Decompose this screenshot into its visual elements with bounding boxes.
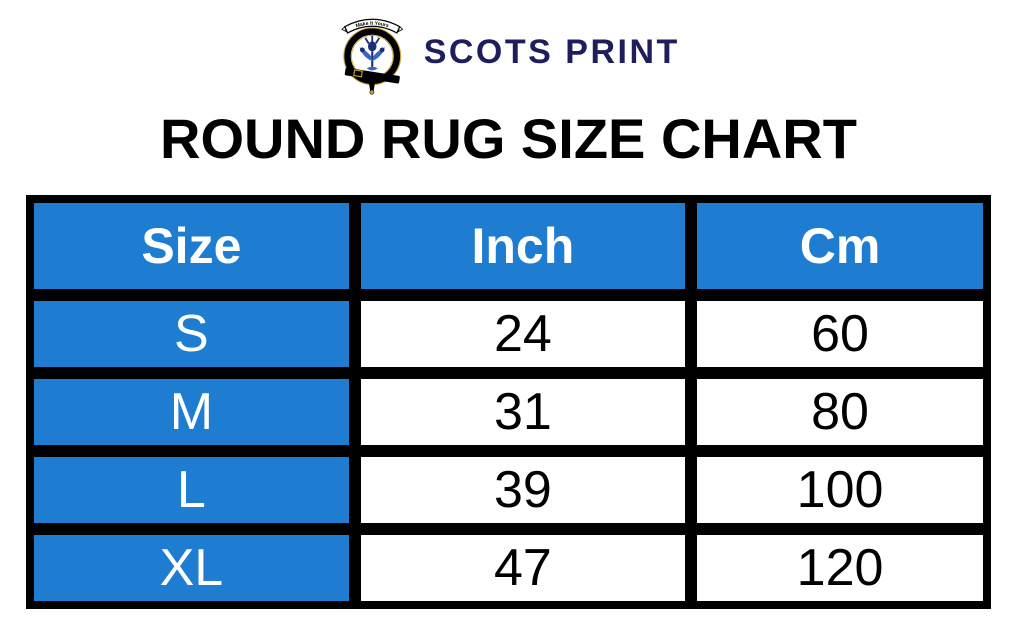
table-row-l: L 39 100 bbox=[28, 450, 989, 529]
column-header-size: Size bbox=[28, 196, 355, 295]
table-row-xl: XL 47 120 bbox=[28, 528, 989, 607]
column-header-cm: Cm bbox=[691, 196, 989, 295]
inch-value-cell: 39 bbox=[354, 450, 692, 529]
cm-value-cell: 120 bbox=[691, 528, 989, 607]
table-row-m: M 31 80 bbox=[28, 372, 989, 451]
table-row-s: S 24 60 bbox=[28, 294, 989, 373]
inch-value-cell: 24 bbox=[354, 294, 692, 373]
crest-motto-text: Make It Yours bbox=[355, 21, 389, 30]
size-label-cell: M bbox=[28, 372, 355, 451]
cm-value-cell: 60 bbox=[691, 294, 989, 373]
inch-value-cell: 31 bbox=[354, 372, 692, 451]
column-header-inch: Inch bbox=[354, 196, 692, 295]
cm-value-cell: 100 bbox=[691, 450, 989, 529]
clan-crest-thistle-icon: Make It Yours bbox=[337, 9, 407, 95]
size-label-cell: S bbox=[28, 294, 355, 373]
thistle-illustration bbox=[359, 35, 386, 71]
page-title: ROUND RUG SIZE CHART bbox=[160, 107, 857, 170]
size-chart-table: Size Inch Cm S 24 60 M 31 80 L 39 100 bbox=[26, 194, 991, 609]
brand-header: Make It Yours bbox=[0, 0, 1017, 96]
table-header-row: Size Inch Cm bbox=[28, 196, 989, 295]
size-label-cell: L bbox=[28, 450, 355, 529]
brand-name: SCOTS PRINT bbox=[423, 32, 680, 71]
size-label-cell: XL bbox=[28, 528, 355, 607]
inch-value-cell: 47 bbox=[354, 528, 692, 607]
cm-value-cell: 80 bbox=[691, 372, 989, 451]
